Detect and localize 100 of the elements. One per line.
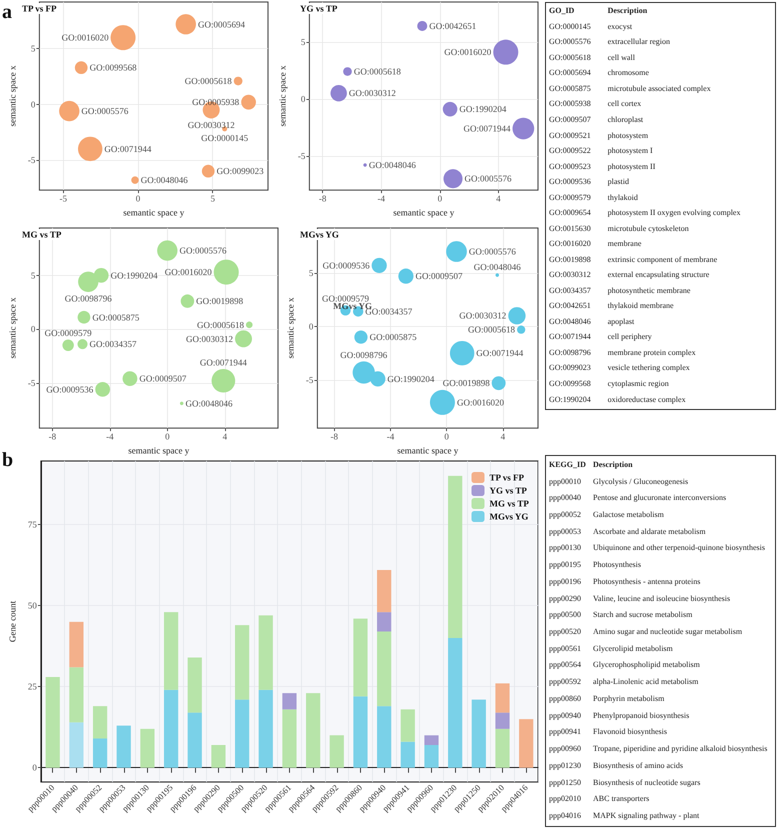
x-tick-label: -4 xyxy=(106,432,114,442)
text: ppp00941 xyxy=(549,727,581,736)
text: GO:0005875 xyxy=(549,84,591,93)
chart-title: TP vs FP xyxy=(22,4,58,14)
text: Flavonoid biosynthesis xyxy=(593,727,668,736)
y-tick-label: 5 xyxy=(30,44,36,54)
bar xyxy=(424,745,439,768)
annotation: GO:0048046 xyxy=(185,398,233,408)
text: ppp00592 xyxy=(549,677,581,686)
annotation: GO:0009579 xyxy=(44,328,92,338)
y-tick-label: 0 xyxy=(30,324,36,334)
y-axis-title: Gene count xyxy=(8,600,18,642)
annotation: GO:0048046 xyxy=(140,175,188,186)
bar xyxy=(116,726,131,768)
annotation: GO:0042651 xyxy=(429,20,476,31)
annotation: GO:0071944 xyxy=(464,124,512,134)
text: exocyst xyxy=(608,22,632,31)
category-label: GO_ID xyxy=(548,5,576,18)
y-tick-label: 50 xyxy=(28,600,38,611)
annotation: GO:0030312 xyxy=(186,334,234,344)
text: photosystem xyxy=(608,130,648,140)
text: Glycerophospholipid metabolism xyxy=(593,660,700,670)
annotation: GO:0030312 xyxy=(188,120,235,130)
text: Glycerolipid metabolism xyxy=(593,644,673,653)
text: GO:0009507 xyxy=(549,114,591,124)
legend-label: MGvs YG xyxy=(490,512,528,522)
annotation: GO:0019898 xyxy=(196,296,244,306)
text: photosynthetic membrane xyxy=(608,286,690,295)
annotation: GO:0005576 xyxy=(468,246,516,257)
bar xyxy=(448,638,462,768)
annotation: GO:0016020 xyxy=(164,267,212,278)
x-tick-label: 4 xyxy=(500,432,506,442)
y-tick-label: 5 xyxy=(308,268,314,278)
bar xyxy=(424,735,439,746)
text: ppp00520 xyxy=(549,627,581,636)
y-axis-title: semantic space x xyxy=(8,65,18,127)
text: ppp01230 xyxy=(549,760,581,770)
annotation: GO:0005618 xyxy=(196,320,244,330)
y-axis-title: semantic space x xyxy=(8,297,18,359)
text: ppp00290 xyxy=(549,594,581,603)
text: external encapsulating structure xyxy=(608,270,710,280)
text: a xyxy=(2,1,12,23)
x-tick-label: -4 xyxy=(377,194,386,204)
annotation: GO:0099568 xyxy=(90,62,138,73)
annotation: GO:0030312 xyxy=(348,88,396,98)
text: Tropane, piperidine and pyridine alkaloid biosynthesis xyxy=(593,744,768,754)
text: GO:0099023 xyxy=(549,363,591,372)
text: GO:0098796 xyxy=(549,348,591,357)
text: Pentose and glucuronate interconversions xyxy=(593,493,726,502)
annotation: GO:0048046 xyxy=(474,262,522,272)
bar xyxy=(330,735,344,768)
text: Biosynthesis of amino acids xyxy=(593,760,683,770)
bar xyxy=(188,657,202,713)
annotation: GO:0005576 xyxy=(81,106,129,116)
annotation: MGvs YG xyxy=(333,301,372,312)
text: ppp00960 xyxy=(549,744,581,754)
chart-title: MG vs TP xyxy=(22,230,62,240)
text: photosystem II oxygen evolving complex xyxy=(608,208,740,218)
text: extracellular region xyxy=(608,37,670,46)
text: microtubule cytoskeleton xyxy=(608,224,689,233)
text: ppp00500 xyxy=(549,610,581,620)
bar xyxy=(353,618,368,696)
text: ppp00040 xyxy=(549,493,581,502)
text: GO:0009522 xyxy=(549,146,591,156)
bar xyxy=(258,615,273,690)
bar xyxy=(400,709,415,742)
text: ppp00940 xyxy=(549,710,581,720)
text: Starch and sucrose metabolism xyxy=(593,610,692,620)
annotation: GO:0005694 xyxy=(198,19,246,30)
legend-label: MG vs TP xyxy=(490,498,530,508)
text: ppp00860 xyxy=(549,694,581,703)
x-tick-label: -8 xyxy=(48,432,57,442)
x-tick-label: 0 xyxy=(444,432,450,442)
text: ABC transporters xyxy=(593,794,650,804)
bar xyxy=(306,693,320,768)
annotation: GO:1990204 xyxy=(110,270,158,280)
text: cell periphery xyxy=(608,332,652,342)
bar xyxy=(377,706,392,768)
bar xyxy=(377,612,392,632)
text: Amino sugar and nucleotide sugar metabolism xyxy=(593,627,742,636)
text: oxidoreductase complex xyxy=(608,394,686,404)
bar xyxy=(92,706,108,739)
annotation: GO:0071944 xyxy=(476,348,524,358)
bar xyxy=(353,696,368,768)
text: cytoplasmic region xyxy=(608,379,669,388)
text: thylakoid xyxy=(608,192,638,202)
bar xyxy=(164,612,178,690)
text: ppp00130 xyxy=(549,543,581,552)
annotation: GO:0099023 xyxy=(216,166,264,176)
annotation: GO:0098796 xyxy=(64,293,112,304)
text: GO:0099568 xyxy=(549,379,591,388)
text: GO:0015630 xyxy=(549,224,591,233)
bar xyxy=(519,719,534,768)
y-tick-label: 0 xyxy=(300,94,306,104)
text: GO:0016020 xyxy=(549,239,591,248)
text: ppp00052 xyxy=(549,510,581,520)
annotation: GO:0030312 xyxy=(459,310,506,321)
text: Glycolysis / Gluconeogenesis xyxy=(593,476,688,486)
y-tick-label: 0 xyxy=(30,99,36,110)
text: ppp00010 xyxy=(549,476,581,486)
